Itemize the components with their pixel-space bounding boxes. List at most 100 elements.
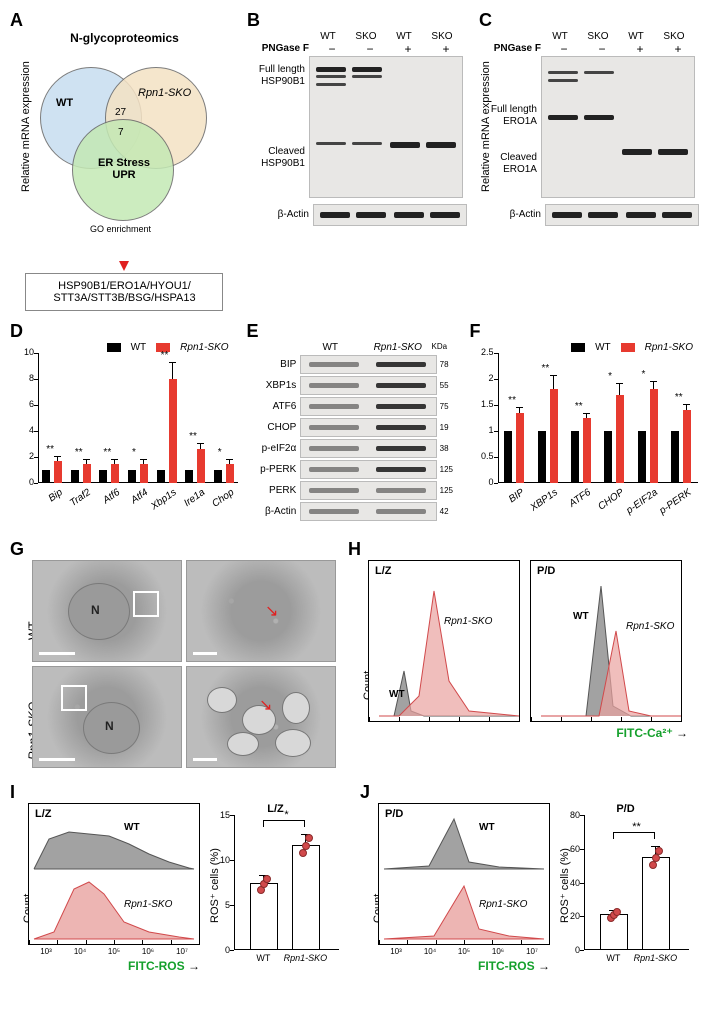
- mw-label: 78: [437, 360, 462, 369]
- fc-wt-label: WT: [124, 822, 140, 833]
- fc-j-xlabel: FITC-ROS →: [378, 959, 550, 973]
- blot-row-label: CHOP: [247, 422, 301, 434]
- blot-row-label: p-PERK: [247, 464, 301, 476]
- x-axis-text: FITC-ROS: [128, 959, 185, 973]
- blot-bip: [300, 355, 436, 374]
- loading-label: β-Actin: [479, 209, 545, 221]
- legend-swatch-wt: [571, 343, 585, 352]
- blot-atf6: [300, 397, 436, 416]
- lane-label: SKO: [655, 31, 693, 42]
- chart-d-ylabel: Relative mRNA expression: [20, 61, 32, 192]
- pngase-val: −: [583, 42, 621, 56]
- x-tick-label: Atf4: [129, 487, 150, 506]
- panel-f: F WT Rpn1-SKO 00.511.522.5**BIP**XBP1s**…: [470, 321, 703, 521]
- venn-er-label-line2: UPR: [112, 169, 135, 181]
- fc-wt-label: WT: [479, 822, 495, 833]
- legend-swatch-wt: [107, 343, 121, 352]
- pngase-row: − − + +: [545, 42, 697, 56]
- legend-wt: WT: [595, 342, 611, 353]
- blot-hsp90b1: [309, 56, 463, 198]
- x-tick-label: Rpn1-SKO: [283, 953, 327, 963]
- bar-sko: [54, 461, 62, 483]
- bar-sko: [83, 464, 91, 484]
- pngase-label: PNGase F: [247, 43, 313, 55]
- panel-c: C WT SKO WT SKO PNGase F − − + + Full le…: [479, 10, 703, 311]
- fc-h-lz: L/Z WT Rpn1-SKO: [368, 560, 520, 722]
- panel-i: I Count L/Z WT Rpn1-SKO 10³ 10⁴ 10⁵: [10, 782, 345, 973]
- legend-sko: Rpn1-SKO: [180, 342, 228, 353]
- mw-label: 42: [437, 507, 462, 516]
- tem-sko-low: N: [32, 666, 182, 768]
- legend-sko: Rpn1-SKO: [645, 342, 693, 353]
- legend-wt: WT: [131, 342, 147, 353]
- nucleus-label: N: [91, 603, 100, 617]
- chart-d: 0246810**Bip**Traf2**Atf6*Atf4**Xbp1s**I…: [38, 353, 238, 483]
- bar: [642, 857, 670, 950]
- tem-sko-high: ↘: [186, 666, 336, 768]
- x-tick-label: Atf6: [101, 487, 122, 506]
- panel-g-label: G: [10, 539, 340, 560]
- arrow-down-icon: [119, 261, 129, 271]
- venn-er-label-line1: ER Stress: [98, 157, 150, 169]
- fc-i: L/Z WT Rpn1-SKO 10³ 10⁴ 10⁵ 10⁶ 10⁷: [28, 803, 200, 945]
- bar-sko: [197, 449, 205, 483]
- fc-sko-label: Rpn1-SKO: [444, 616, 492, 627]
- lane-label: SKO: [347, 31, 385, 42]
- blot-row-label: XBP1s: [247, 380, 301, 392]
- x-tick-label: WT: [591, 953, 635, 963]
- mw-label: 125: [437, 465, 462, 474]
- venn-title: N-glycoproteomics: [10, 31, 239, 45]
- pngase-val: +: [621, 42, 659, 56]
- fc-wt-label: WT: [573, 611, 589, 622]
- tem-wt-high: ↘: [186, 560, 336, 662]
- bar-j-title: P/D: [562, 803, 689, 815]
- go-box-text: HSP90B1/ERO1A/HYOU1/ STT3A/STT3B/BSG/HSP…: [53, 280, 195, 304]
- panel-e-lane-header: WT Rpn1-SKO: [297, 342, 432, 353]
- fc-sko-label: Rpn1-SKO: [124, 899, 172, 910]
- bar-sko: [169, 379, 177, 483]
- blot-actin-b: [313, 204, 467, 226]
- bar-sko: [111, 464, 119, 484]
- bar-sko: [683, 410, 691, 483]
- panel-b-lane-header: WT SKO WT SKO: [309, 31, 461, 42]
- panel-j-bar: P/D ROS⁺ cells (%) 020406080WTRpn1-SKO**: [562, 803, 689, 973]
- mw-label: 55: [437, 381, 462, 390]
- fc-sko-label: Rpn1-SKO: [626, 621, 674, 632]
- red-arrow-icon: ↘: [259, 695, 272, 715]
- blot-ero1a: [541, 56, 695, 198]
- venn-er-label: ER Stress UPR: [94, 157, 154, 181]
- bar-sko: [516, 413, 524, 483]
- blot-row-label: Full length HSP90B1: [247, 64, 309, 88]
- pngase-row: − − + +: [313, 42, 465, 56]
- mw-label: 38: [437, 444, 462, 453]
- panel-f-label: F: [470, 321, 703, 342]
- tem-wt-low: N: [32, 560, 182, 662]
- figure-root: A N-glycoproteomics WT Rpn1-SKO ER Stres…: [10, 10, 703, 973]
- lane-label: WT: [297, 342, 365, 353]
- blot-p-eif2α: [300, 439, 436, 458]
- lane-label: WT: [541, 31, 579, 42]
- bar-wt: [42, 470, 50, 483]
- blot-xbp1s: [300, 376, 436, 395]
- lane-label: WT: [309, 31, 347, 42]
- pngase-val: −: [545, 42, 583, 56]
- mw-label: 19: [437, 423, 462, 432]
- pngase-val: −: [351, 42, 389, 56]
- blot-row-label: ATF6: [247, 401, 301, 413]
- panel-i-label: I: [10, 782, 345, 803]
- blot-perk: [300, 481, 436, 500]
- mw-label: 75: [437, 402, 462, 411]
- panel-a: A N-glycoproteomics WT Rpn1-SKO ER Stres…: [10, 10, 239, 311]
- blot-β-actin: [300, 502, 436, 521]
- panel-e: E WT Rpn1-SKO KDa BIP78XBP1s55ATF675CHOP…: [247, 321, 462, 521]
- venn-center-7: 7: [118, 127, 124, 138]
- bar-wt: [571, 431, 579, 483]
- panel-f-legend: WT Rpn1-SKO: [470, 342, 703, 353]
- bar: [292, 845, 320, 951]
- x-axis-text: FITC-Ca²⁺: [616, 726, 672, 740]
- bar-wt: [214, 470, 222, 483]
- lane-label: Rpn1-SKO: [364, 342, 432, 353]
- venn-diagram: WT Rpn1-SKO ER Stress UPR 27 7 GO enrich…: [10, 49, 220, 259]
- bar-sko: [616, 395, 624, 483]
- mw-label: 125: [437, 486, 462, 495]
